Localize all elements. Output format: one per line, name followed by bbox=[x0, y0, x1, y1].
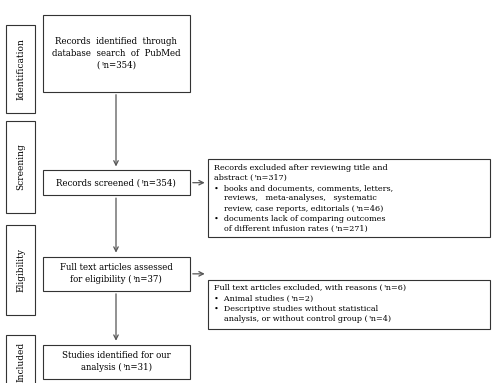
FancyBboxPatch shape bbox=[6, 225, 35, 315]
Text: Full text articles excluded, with reasons ( ᵎn=6)
•  Animal studies ( ᵎn=2)
•  D: Full text articles excluded, with reason… bbox=[214, 284, 406, 323]
FancyBboxPatch shape bbox=[6, 121, 35, 213]
FancyBboxPatch shape bbox=[6, 25, 35, 113]
Text: Included: Included bbox=[16, 342, 25, 382]
Text: Eligibility: Eligibility bbox=[16, 248, 25, 292]
FancyBboxPatch shape bbox=[42, 257, 190, 291]
Text: Identification: Identification bbox=[16, 38, 25, 100]
FancyBboxPatch shape bbox=[42, 345, 190, 379]
Text: Records  identified  through
database  search  of  PubMed
( ᵎn=354): Records identified through database sear… bbox=[52, 37, 180, 70]
FancyBboxPatch shape bbox=[208, 159, 490, 237]
FancyBboxPatch shape bbox=[6, 335, 35, 383]
Text: Records excluded after reviewing title and
abstract ( ᵎn=317)
•  books and docum: Records excluded after reviewing title a… bbox=[214, 164, 392, 233]
FancyBboxPatch shape bbox=[208, 280, 490, 329]
Text: Full text articles assessed
for eligibility ( ᵎn=37): Full text articles assessed for eligibil… bbox=[60, 264, 172, 284]
Text: Screening: Screening bbox=[16, 143, 25, 190]
Text: Records screened ( ᵎn=354): Records screened ( ᵎn=354) bbox=[56, 178, 176, 187]
Text: Studies identified for our
analysis ( ᵎn=31): Studies identified for our analysis ( ᵎn… bbox=[62, 352, 170, 372]
FancyBboxPatch shape bbox=[42, 170, 190, 195]
FancyBboxPatch shape bbox=[42, 15, 190, 92]
